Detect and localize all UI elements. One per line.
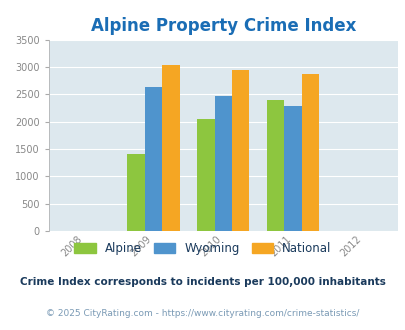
- Bar: [301, 74, 319, 231]
- Bar: [232, 70, 249, 231]
- Bar: [197, 119, 214, 231]
- Text: © 2025 CityRating.com - https://www.cityrating.com/crime-statistics/: © 2025 CityRating.com - https://www.city…: [46, 309, 359, 318]
- Bar: [266, 100, 284, 231]
- Bar: [162, 65, 179, 231]
- Bar: [214, 96, 231, 231]
- Bar: [145, 87, 162, 231]
- Text: Crime Index corresponds to incidents per 100,000 inhabitants: Crime Index corresponds to incidents per…: [20, 277, 385, 287]
- Title: Alpine Property Crime Index: Alpine Property Crime Index: [90, 17, 355, 35]
- Bar: [127, 154, 144, 231]
- Bar: [284, 106, 301, 231]
- Legend: Alpine, Wyoming, National: Alpine, Wyoming, National: [74, 242, 331, 255]
